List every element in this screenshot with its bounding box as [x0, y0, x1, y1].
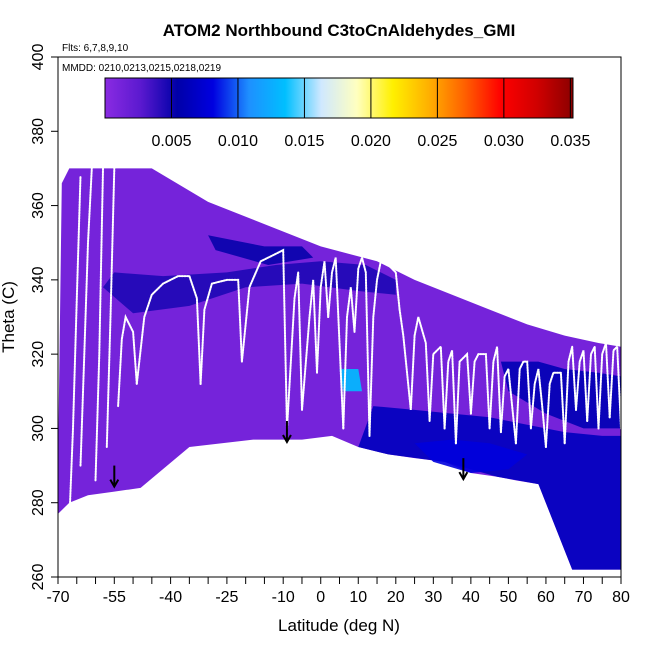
flight-track [68, 174, 82, 523]
colorbar-tick-label: 0.005 [151, 133, 191, 150]
flight-track [563, 346, 577, 445]
flight-track [428, 344, 446, 430]
y-tick-label: 280 [30, 489, 47, 516]
chart-title: ATOM2 Northbound C3toCnAldehydes_GMI [163, 21, 516, 40]
colorbar-tick-label: 0.030 [484, 133, 524, 150]
flight-track [514, 360, 532, 445]
colorbar-tick-label: 0.020 [351, 133, 391, 150]
colorbar-tick-label: 0.010 [218, 133, 258, 150]
down-arrow-icon [109, 479, 120, 489]
down-arrow-icon [458, 471, 469, 482]
flight-track [488, 346, 502, 434]
flight-track [608, 344, 622, 430]
x-axis: -70 -55 -40 -25 -10 0 10 20 30 40 50 60 70 80 [46, 577, 630, 606]
flight-track [240, 248, 288, 430]
flight-track [597, 342, 611, 430]
flights-label: Flts: 6,7,8,9,10 [62, 43, 129, 54]
x-tick-label: -25 [215, 589, 238, 606]
flight-track [316, 261, 330, 374]
x-tick-label: -40 [159, 589, 182, 606]
flight-track [301, 279, 318, 411]
flight-track [353, 254, 371, 437]
flight-track [499, 365, 517, 445]
flight-track [286, 272, 303, 430]
colorbar: 0.005 0.010 0.015 0.020 0.025 0.030 0.035 [104, 77, 590, 150]
feature-bright-spot [339, 369, 362, 392]
y-axis-label: Theta (C) [0, 281, 18, 353]
colorbar-tick-label: 0.035 [550, 133, 590, 150]
y-tick-label: 400 [30, 44, 47, 71]
flight-track [342, 287, 356, 430]
flight-track [105, 167, 116, 448]
x-tick-label: 80 [612, 589, 630, 606]
y-tick-label: 380 [30, 118, 47, 145]
y-tick-label: 320 [30, 341, 47, 368]
flight-track [135, 275, 202, 385]
flight-track [586, 342, 600, 430]
x-tick-label: 10 [349, 589, 367, 606]
x-tick-label: 60 [537, 589, 555, 606]
flight-track [368, 259, 401, 437]
flight-track [454, 351, 472, 445]
x-axis-label: Latitude (deg N) [278, 616, 400, 635]
colorbar-ramp [104, 77, 574, 119]
flight-track [398, 308, 416, 411]
flight-track [469, 353, 491, 430]
y-tick-label: 340 [30, 266, 47, 293]
colorbar-tick-label: 0.015 [284, 133, 324, 150]
flight-track [199, 278, 243, 385]
flight-track [443, 350, 457, 445]
x-tick-label: -55 [103, 589, 126, 606]
x-tick-label: 50 [500, 589, 518, 606]
x-tick-label: 70 [575, 589, 593, 606]
x-tick-label: 40 [462, 589, 480, 606]
feature-lower-nh-core [414, 439, 528, 473]
flight-track [544, 371, 566, 448]
x-tick-label: 0 [316, 589, 325, 606]
flight-track [575, 350, 589, 422]
flight-track [529, 368, 547, 448]
y-tick-label: 300 [30, 415, 47, 442]
down-arrow-icon [282, 434, 292, 445]
flight-track [117, 313, 138, 408]
y-tick-label: 360 [30, 192, 47, 219]
flight-track [327, 257, 345, 430]
flight-track [79, 167, 93, 467]
y-tick-label: 260 [30, 564, 47, 591]
mmdd-label: MMDD: 0210,0213,0215,0218,0219 [62, 63, 221, 74]
y-axis: 260 280 300 320 340 360 380 400 [30, 44, 58, 591]
feature-high-lat-fold [500, 361, 621, 429]
feature-tropopause-band [208, 235, 314, 265]
x-tick-label: -10 [272, 589, 295, 606]
x-tick-label: -70 [46, 589, 69, 606]
colorbar-tick-label: 0.025 [417, 133, 457, 150]
plot-area [58, 167, 622, 570]
flight-track [94, 167, 104, 482]
flight-track [413, 316, 431, 422]
x-tick-label: 30 [424, 589, 442, 606]
x-tick-label: 20 [387, 589, 405, 606]
